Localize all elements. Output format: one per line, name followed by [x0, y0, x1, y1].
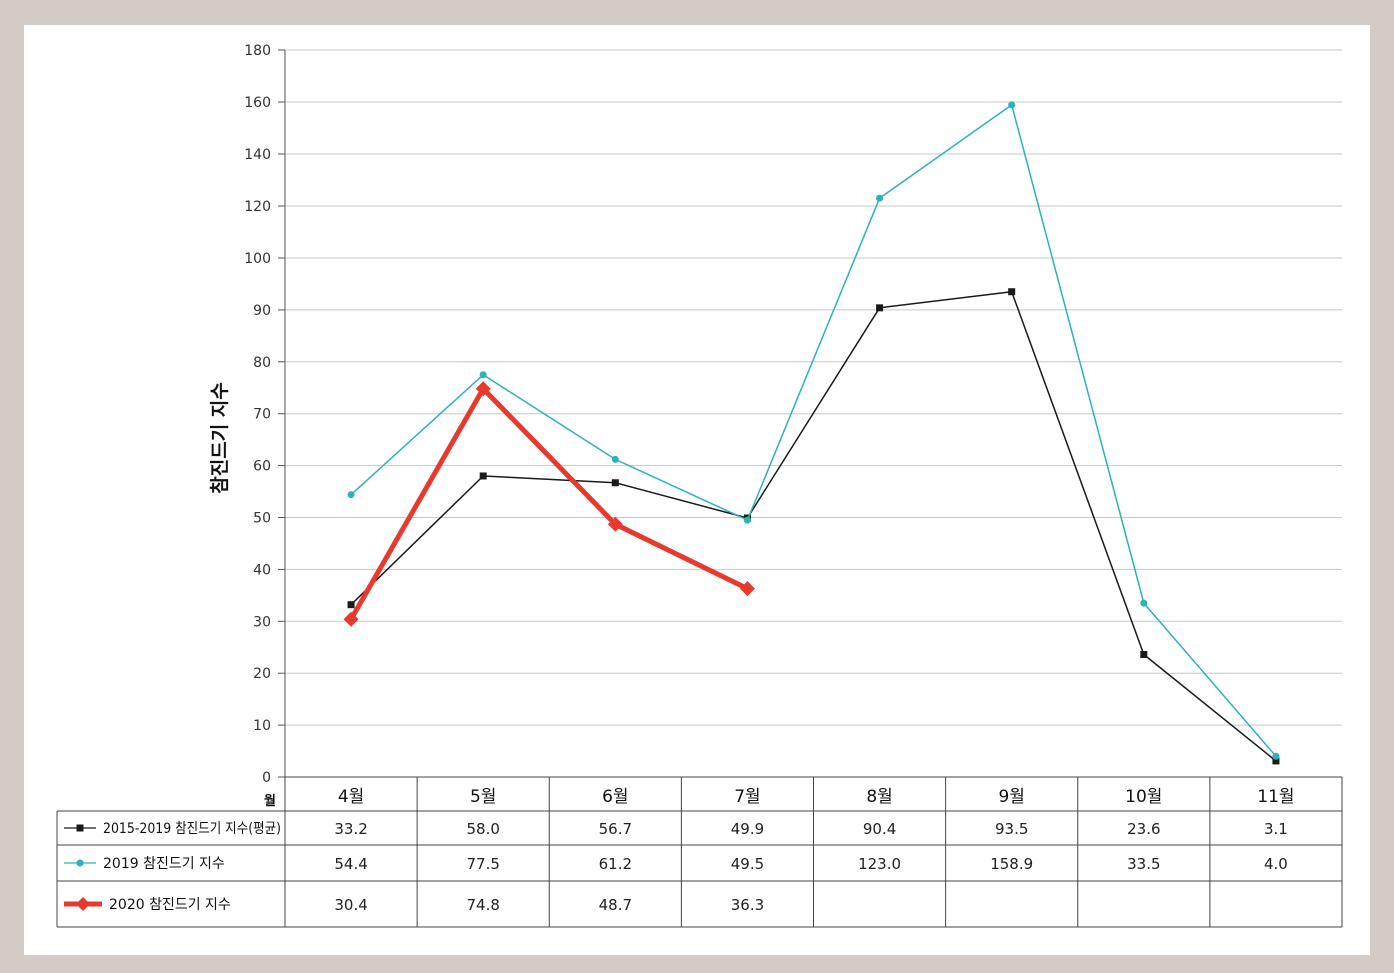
- y-tick-label: 0: [262, 770, 271, 786]
- table-cell-value: 77.5: [466, 855, 499, 873]
- y-axis-label: 참진드기 지수: [209, 382, 231, 494]
- y-tick-label: 10: [253, 718, 271, 734]
- data-point: [347, 601, 355, 609]
- data-point: [1140, 599, 1148, 607]
- table-cell-value: 54.4: [334, 855, 367, 873]
- chart-frame: 0 10 20 30 40 50 60 70 80 90 100 120 140 160 180 참진드기 …: [24, 25, 1370, 955]
- data-point: [479, 371, 487, 379]
- y-tick-label: 50: [253, 511, 271, 527]
- table-cell-value: 23.6: [1127, 820, 1160, 838]
- table-cell-value: 33.2: [334, 820, 367, 838]
- gridlines: [285, 49, 1342, 726]
- y-tick-label: 60: [253, 459, 271, 475]
- table-cell-value: 49.5: [731, 855, 764, 873]
- x-axis-label: 월: [264, 793, 276, 809]
- y-tick-label: 140: [244, 147, 271, 163]
- table-cell-value: 58.0: [466, 820, 499, 838]
- data-point: [611, 479, 619, 487]
- y-axis: 0 10 20 30 40 50 60 70 80 90 100 120 140 160 180: [244, 43, 286, 786]
- data-table: 4월 5월 6월 7월 8월 9월 10월 11월 2015-2019 참진드기 지수(평균) 3…: [56, 776, 1343, 928]
- x-tick-label: 9월: [998, 787, 1024, 807]
- y-tick-label: 40: [253, 562, 271, 578]
- table-cell-value: 30.4: [334, 896, 367, 914]
- data-point: [475, 381, 491, 397]
- table-cell-value: 48.7: [599, 896, 632, 914]
- y-tick-label: 90: [253, 303, 271, 319]
- data-point: [1008, 101, 1016, 109]
- legend-marker: [76, 859, 84, 867]
- y-tick-label: 180: [244, 43, 271, 59]
- legend-entry: 2015-2019 참진드기 지수(평균): [103, 821, 281, 837]
- y-tick-label: 70: [253, 407, 271, 423]
- x-tick-label: 4월: [338, 787, 364, 807]
- data-point: [1140, 651, 1148, 659]
- table-cell-value: 33.5: [1127, 855, 1160, 873]
- series-line: [348, 386, 749, 621]
- line-chart: 0 10 20 30 40 50 60 70 80 90 100 120 140 160 180 참진드기 …: [56, 43, 1343, 928]
- data-point: [611, 455, 619, 463]
- series-lines: [343, 101, 1280, 765]
- data-point: [1008, 288, 1016, 296]
- data-point: [347, 491, 355, 499]
- legend-entry: 2019 참진드기 지수: [103, 856, 225, 872]
- data-point: [479, 472, 487, 480]
- table-cell-value: 158.9: [990, 855, 1033, 873]
- x-tick-label: 5월: [470, 787, 496, 807]
- y-tick-label: 80: [253, 355, 271, 371]
- y-tick-label: 100: [244, 251, 271, 267]
- legend-entry: 2020 참진드기 지수: [109, 897, 231, 913]
- series-line: [350, 290, 1277, 762]
- data-point: [343, 611, 359, 627]
- table-cell-value: 4.0: [1264, 855, 1288, 873]
- x-tick-label: 7월: [734, 787, 760, 807]
- x-tick-label: 11월: [1257, 787, 1294, 807]
- data-point: [607, 516, 623, 532]
- table-cell-value: 36.3: [731, 896, 764, 914]
- y-tick-label: 20: [253, 666, 271, 682]
- data-point: [876, 304, 884, 312]
- y-tick-label: 120: [244, 199, 271, 215]
- table-cell-value: 74.8: [466, 896, 499, 914]
- y-tick-label: 160: [244, 95, 271, 111]
- series-line: [350, 104, 1277, 757]
- x-tick-label: 10월: [1125, 787, 1162, 807]
- x-tick-label: 8월: [866, 787, 892, 807]
- table-cell-value: 123.0: [858, 855, 901, 873]
- y-tick-label: 30: [253, 614, 271, 630]
- legend-marker: [76, 824, 84, 832]
- table-cell-value: 93.5: [995, 820, 1028, 838]
- data-point: [743, 516, 751, 524]
- table-cell-value: 3.1: [1264, 820, 1288, 838]
- data-point: [739, 581, 755, 597]
- data-point: [1272, 757, 1280, 765]
- table-cell-value: 90.4: [863, 820, 896, 838]
- data-point: [876, 194, 884, 202]
- data-point: [1272, 752, 1280, 760]
- table-cell-value: 61.2: [599, 855, 632, 873]
- table-cell-value: 49.9: [731, 820, 764, 838]
- legend-marker: [76, 897, 90, 911]
- table-cell-value: 56.7: [599, 820, 632, 838]
- x-tick-label: 6월: [602, 787, 628, 807]
